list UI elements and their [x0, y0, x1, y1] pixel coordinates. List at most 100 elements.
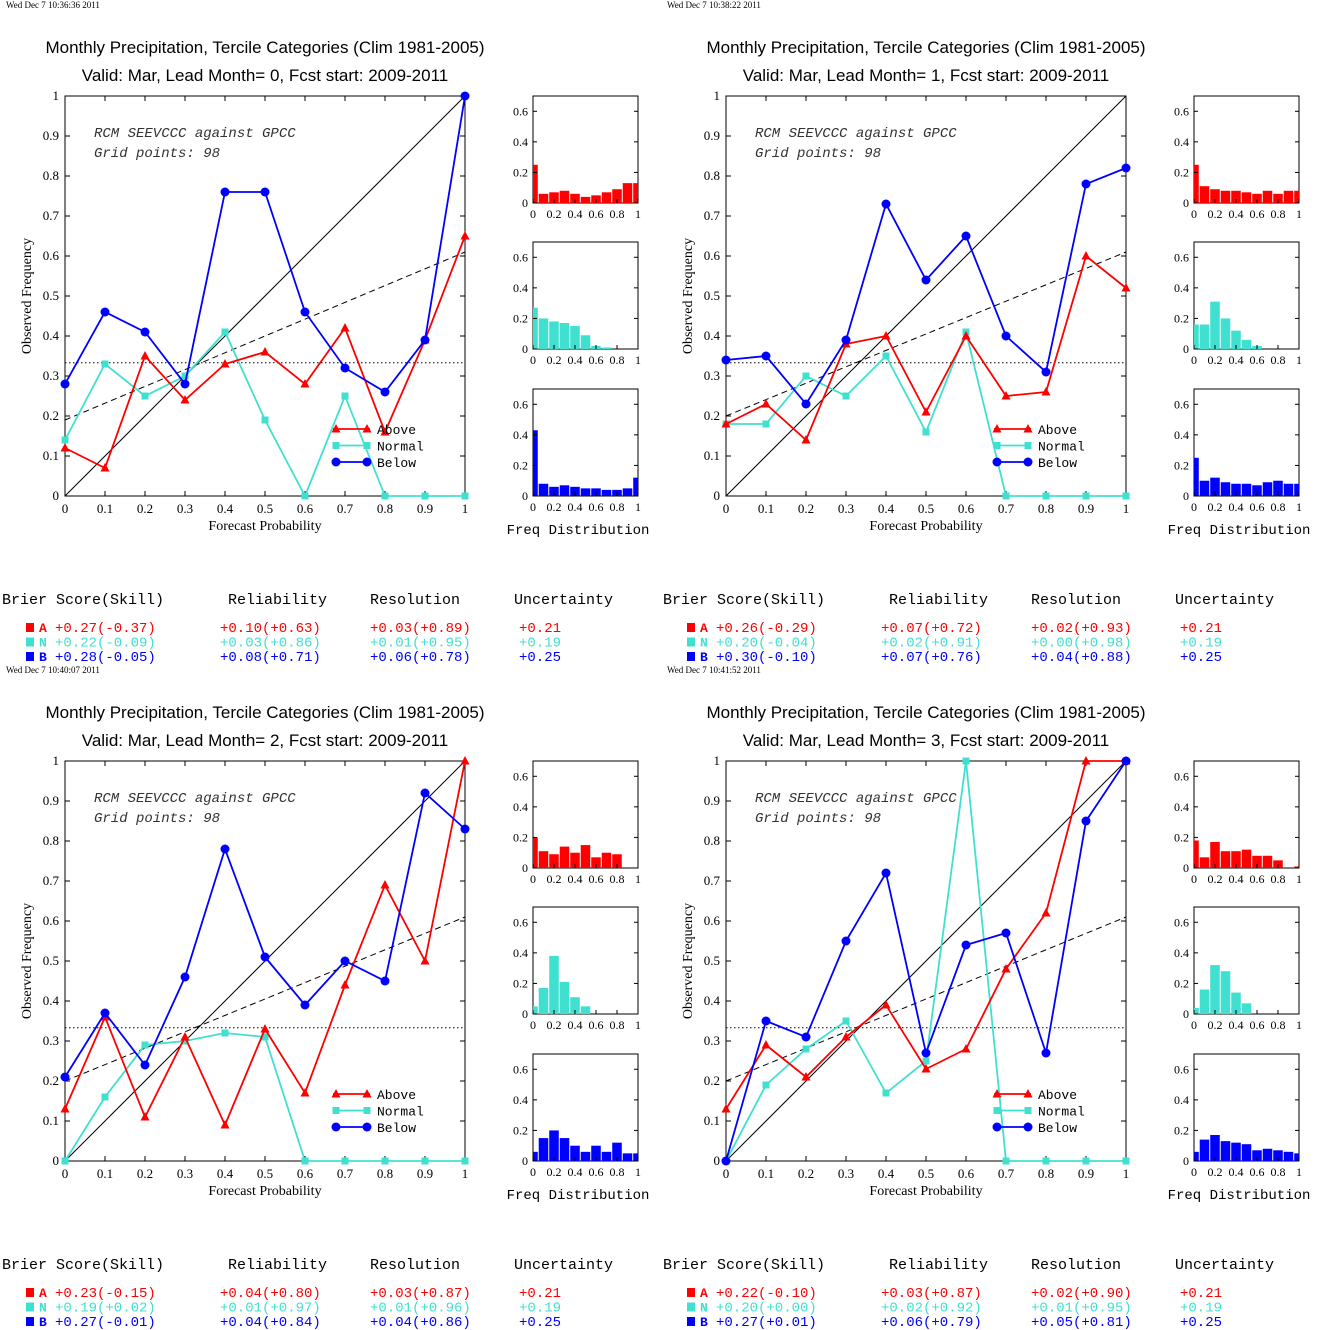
hist-y-tick-label: 0.4	[513, 946, 528, 960]
histogram-bar-above	[580, 845, 591, 868]
data-point-below	[1081, 179, 1091, 189]
hist-x-tick-label: 0.8	[1271, 1165, 1286, 1179]
histogram-bar-above	[1231, 190, 1241, 203]
hist-x-tick-label: 0.4	[1229, 500, 1244, 514]
data-point-normal	[421, 1157, 429, 1165]
data-point-normal	[301, 1157, 309, 1165]
x-axis-label: Forecast Probability	[869, 519, 982, 534]
histogram-bar-normal	[1210, 965, 1220, 1014]
legend-label-above: Above	[377, 1088, 416, 1103]
data-point-below	[961, 231, 971, 241]
data-point-below	[721, 355, 731, 365]
score-uncertainty: +0.25	[1180, 650, 1222, 666]
score-marker-normal	[687, 1302, 695, 1312]
hist-x-tick-label: 0	[530, 353, 536, 367]
histogram-bar-above	[549, 854, 559, 868]
histogram-bar-above	[533, 837, 538, 868]
data-point-below	[140, 327, 150, 337]
data-point-below	[100, 1008, 110, 1018]
data-point-normal	[1122, 1157, 1130, 1165]
histogram-bar-below	[538, 483, 549, 496]
histogram-bar-normal	[1241, 1003, 1252, 1014]
x-tick-label: 1	[1123, 1166, 1130, 1181]
x-tick-label: 0.9	[1078, 501, 1094, 516]
data-point-below	[140, 1060, 150, 1070]
hist-x-tick-label: 0.8	[610, 872, 625, 886]
legend-label-above: Above	[1038, 423, 1077, 438]
score-reliability: +0.08(+0.71)	[220, 650, 321, 666]
score-category-label: B	[39, 650, 47, 665]
legend-label-above: Above	[377, 423, 416, 438]
hist-y-tick-label: 0	[522, 1154, 528, 1168]
series-line-below	[725, 167, 1127, 406]
histogram-normal: 0 0.2 0.4 0.6 0.8 1 0 0.2 0.4 0.6	[513, 241, 641, 367]
y-tick-label: 0.6	[43, 248, 60, 263]
histogram-bar-below	[612, 1142, 622, 1161]
y-tick-label: 0.2	[704, 1073, 720, 1088]
data-point-above	[721, 419, 731, 428]
score-category-label: B	[39, 1315, 47, 1330]
y-tick-label: 0.3	[704, 1033, 720, 1048]
histogram-bar-below	[1210, 1135, 1220, 1161]
data-point-above	[921, 407, 931, 416]
score-uncertainty: +0.25	[1180, 1315, 1222, 1330]
histogram-bar-normal	[1231, 330, 1241, 349]
legend-marker-below	[1023, 457, 1033, 467]
score-brier: +0.27(-0.37)	[55, 621, 156, 637]
histogram-bar-normal	[1220, 971, 1231, 1014]
histogram-bar-below	[549, 1130, 559, 1161]
x-tick-label: 0.7	[998, 501, 1015, 516]
data-point-below	[60, 1072, 70, 1082]
x-tick-label: 0	[62, 501, 69, 516]
hist-x-tick-label: 0.8	[1271, 500, 1286, 514]
data-point-below	[1121, 756, 1131, 766]
histogram-bar-above	[1273, 193, 1283, 203]
perfect-reliability-line	[725, 95, 1127, 497]
data-point-above	[1041, 908, 1051, 917]
annotation-text: Grid points: 98	[755, 146, 881, 162]
histogram-bar-below	[570, 486, 580, 496]
histogram-bar-above	[538, 193, 549, 203]
legend-marker-normal	[1024, 1107, 1032, 1114]
data-point-above	[180, 1032, 190, 1041]
hist-x-tick-label: 0.4	[568, 1018, 583, 1032]
legend-marker-normal	[332, 1107, 340, 1114]
score-marker-normal	[687, 637, 695, 647]
score-header: Resolution	[370, 592, 460, 609]
data-point-above	[761, 1040, 771, 1049]
histogram-bar-below	[1241, 483, 1252, 496]
score-uncertainty: +0.19	[1180, 1301, 1222, 1317]
score-brier: +0.22(-0.10)	[716, 1286, 817, 1302]
data-point-above	[100, 463, 110, 472]
y-tick-label: 0.8	[43, 168, 59, 183]
hist-x-tick-label: 1	[635, 872, 641, 886]
histogram-bar-normal	[549, 955, 559, 1014]
hist-y-tick-label: 0	[522, 196, 528, 210]
hist-y-tick-label: 0.4	[1174, 946, 1189, 960]
x-axis-label: Forecast Probability	[869, 1184, 982, 1199]
histogram-bar-above	[601, 852, 612, 868]
y-tick-label: 0.7	[43, 208, 60, 223]
y-tick-label: 0.4	[43, 328, 60, 343]
y-tick-label: 0	[714, 488, 721, 503]
hist-x-tick-label: 0.4	[568, 353, 583, 367]
histogram-above: 0 0.2 0.4 0.6 0.8 1 0 0.2 0.4 0.6	[1174, 760, 1302, 886]
hist-y-tick-label: 0.2	[513, 830, 528, 844]
y-axis-label: Observed Frequency	[20, 238, 35, 354]
data-point-below	[921, 1048, 931, 1058]
hist-y-tick-label: 0.6	[1174, 397, 1189, 411]
data-point-above	[260, 1024, 270, 1033]
score-marker-above	[687, 623, 695, 632]
perfect-reliability-line	[64, 95, 466, 497]
histogram-label: Freq Distribution	[1168, 523, 1311, 539]
data-point-above	[460, 231, 470, 240]
hist-x-tick-label: 0	[1191, 353, 1197, 367]
histogram-bar-above	[570, 852, 580, 868]
histogram-bar-below	[1273, 1150, 1283, 1161]
histogram-frame	[1193, 388, 1300, 497]
hist-x-tick-label: 0.6	[1250, 207, 1265, 221]
hist-y-tick-label: 0.4	[513, 1093, 528, 1107]
histogram-bar-above	[1262, 190, 1273, 203]
histogram-bar-above	[1194, 840, 1199, 868]
histogram-bar-normal	[533, 307, 538, 349]
